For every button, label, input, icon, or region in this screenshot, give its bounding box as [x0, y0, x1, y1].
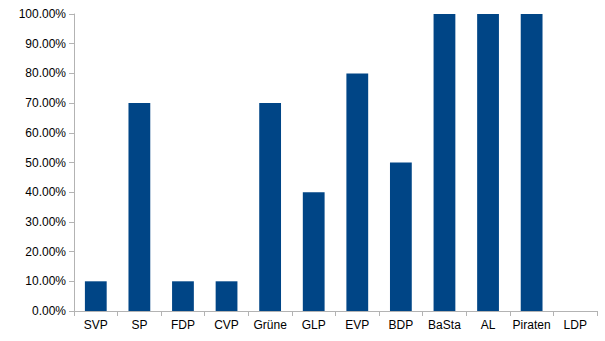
svg-text:AL: AL — [481, 318, 496, 332]
svg-text:0.00%: 0.00% — [32, 304, 66, 318]
svg-text:10.00%: 10.00% — [25, 274, 66, 288]
svg-text:30.00%: 30.00% — [25, 215, 66, 229]
svg-text:GLP: GLP — [302, 318, 326, 332]
svg-text:LDP: LDP — [564, 318, 587, 332]
svg-text:EVP: EVP — [345, 318, 369, 332]
svg-text:60.00%: 60.00% — [25, 126, 66, 140]
svg-text:90.00%: 90.00% — [25, 37, 66, 51]
svg-text:Piraten: Piraten — [513, 318, 551, 332]
svg-text:Grüne: Grüne — [253, 318, 287, 332]
svg-text:100.00%: 100.00% — [19, 7, 67, 21]
svg-text:20.00%: 20.00% — [25, 245, 66, 259]
svg-text:50.00%: 50.00% — [25, 156, 66, 170]
svg-text:70.00%: 70.00% — [25, 96, 66, 110]
svg-text:FDP: FDP — [171, 318, 195, 332]
svg-text:SVP: SVP — [84, 318, 108, 332]
svg-text:BDP: BDP — [389, 318, 414, 332]
svg-text:80.00%: 80.00% — [25, 66, 66, 80]
svg-text:SP: SP — [131, 318, 147, 332]
svg-text:CVP: CVP — [214, 318, 239, 332]
svg-text:40.00%: 40.00% — [25, 185, 66, 199]
svg-text:BaSta: BaSta — [428, 318, 461, 332]
